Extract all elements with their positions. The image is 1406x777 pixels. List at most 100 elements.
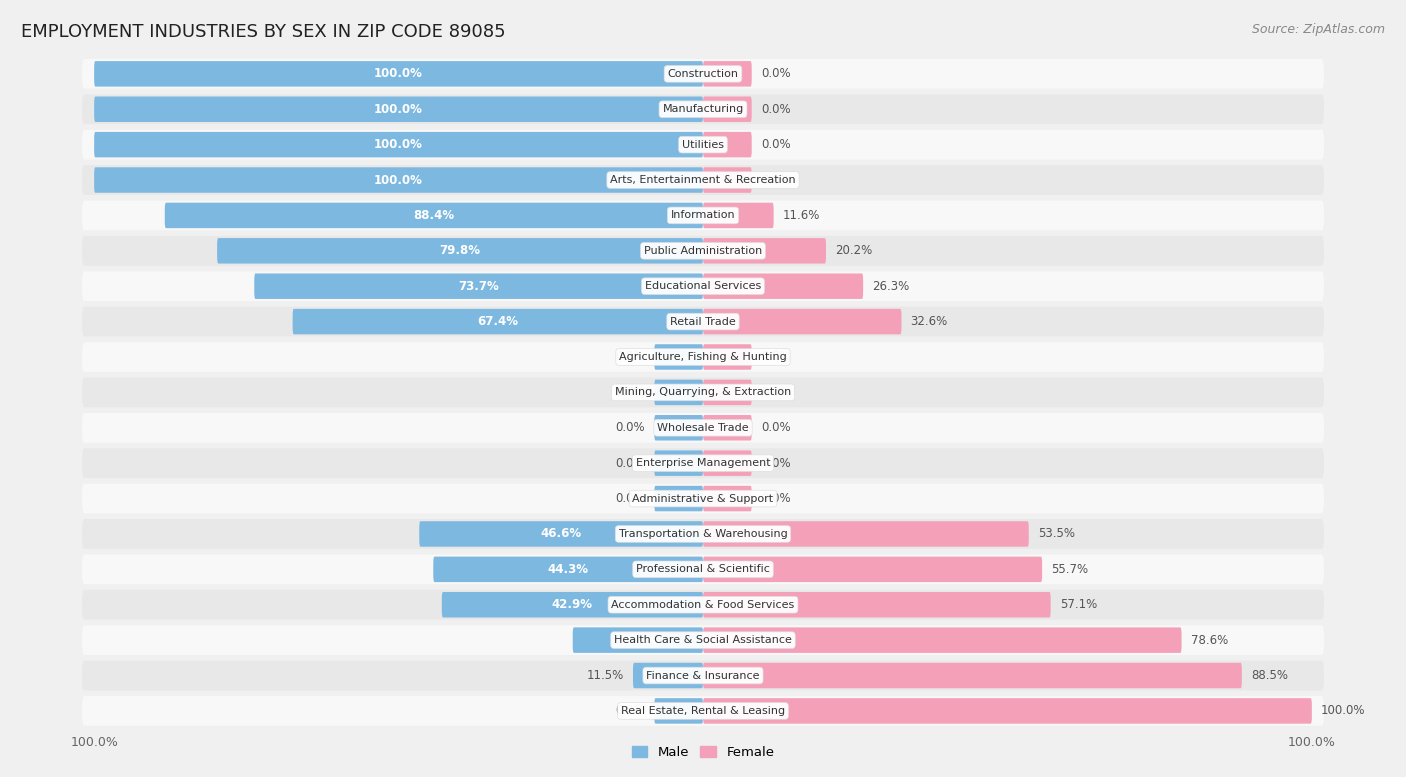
Text: 26.3%: 26.3% — [872, 280, 910, 293]
Text: 100.0%: 100.0% — [374, 173, 423, 186]
FancyBboxPatch shape — [703, 167, 752, 193]
Text: 0.0%: 0.0% — [761, 103, 790, 116]
Text: 100.0%: 100.0% — [374, 103, 423, 116]
Text: 73.7%: 73.7% — [458, 280, 499, 293]
FancyBboxPatch shape — [82, 413, 1324, 443]
FancyBboxPatch shape — [703, 415, 752, 441]
Legend: Male, Female: Male, Female — [626, 740, 780, 765]
Text: 0.0%: 0.0% — [616, 492, 645, 505]
FancyBboxPatch shape — [441, 592, 703, 618]
Text: 0.0%: 0.0% — [616, 421, 645, 434]
Text: Retail Trade: Retail Trade — [671, 316, 735, 326]
FancyBboxPatch shape — [654, 486, 703, 511]
FancyBboxPatch shape — [217, 238, 703, 263]
Text: Wholesale Trade: Wholesale Trade — [657, 423, 749, 433]
Text: 55.7%: 55.7% — [1052, 563, 1088, 576]
FancyBboxPatch shape — [82, 130, 1324, 159]
FancyBboxPatch shape — [82, 236, 1324, 266]
Text: Real Estate, Rental & Leasing: Real Estate, Rental & Leasing — [621, 706, 785, 716]
FancyBboxPatch shape — [82, 94, 1324, 124]
Text: 88.5%: 88.5% — [1251, 669, 1288, 682]
FancyBboxPatch shape — [254, 274, 703, 299]
Text: 44.3%: 44.3% — [548, 563, 589, 576]
Text: Health Care & Social Assistance: Health Care & Social Assistance — [614, 635, 792, 645]
Text: 21.4%: 21.4% — [617, 633, 658, 646]
Text: Mining, Quarrying, & Extraction: Mining, Quarrying, & Extraction — [614, 388, 792, 397]
Text: Arts, Entertainment & Recreation: Arts, Entertainment & Recreation — [610, 175, 796, 185]
Text: 0.0%: 0.0% — [761, 421, 790, 434]
FancyBboxPatch shape — [165, 203, 703, 228]
Text: Manufacturing: Manufacturing — [662, 104, 744, 114]
FancyBboxPatch shape — [703, 203, 773, 228]
FancyBboxPatch shape — [94, 132, 703, 158]
FancyBboxPatch shape — [82, 200, 1324, 230]
Text: 11.5%: 11.5% — [586, 669, 624, 682]
Text: 0.0%: 0.0% — [616, 705, 645, 717]
Text: 42.9%: 42.9% — [553, 598, 593, 611]
Text: Utilities: Utilities — [682, 140, 724, 150]
FancyBboxPatch shape — [703, 521, 1029, 547]
FancyBboxPatch shape — [703, 132, 752, 158]
Text: Information: Information — [671, 211, 735, 221]
FancyBboxPatch shape — [94, 96, 703, 122]
Text: 20.2%: 20.2% — [835, 244, 872, 257]
FancyBboxPatch shape — [703, 556, 1042, 582]
FancyBboxPatch shape — [419, 521, 703, 547]
Text: 0.0%: 0.0% — [616, 386, 645, 399]
FancyBboxPatch shape — [703, 592, 1050, 618]
FancyBboxPatch shape — [82, 271, 1324, 301]
Text: Enterprise Management: Enterprise Management — [636, 458, 770, 469]
FancyBboxPatch shape — [82, 59, 1324, 89]
FancyBboxPatch shape — [654, 699, 703, 723]
FancyBboxPatch shape — [654, 451, 703, 476]
FancyBboxPatch shape — [703, 309, 901, 334]
FancyBboxPatch shape — [703, 627, 1181, 653]
FancyBboxPatch shape — [82, 519, 1324, 549]
Text: 0.0%: 0.0% — [761, 138, 790, 152]
Text: Construction: Construction — [668, 69, 738, 78]
Text: Agriculture, Fishing & Hunting: Agriculture, Fishing & Hunting — [619, 352, 787, 362]
Text: 0.0%: 0.0% — [761, 68, 790, 80]
FancyBboxPatch shape — [703, 380, 752, 405]
FancyBboxPatch shape — [82, 342, 1324, 372]
Text: 88.4%: 88.4% — [413, 209, 454, 222]
FancyBboxPatch shape — [82, 696, 1324, 726]
Text: 0.0%: 0.0% — [616, 350, 645, 364]
Text: Administrative & Support: Administrative & Support — [633, 493, 773, 503]
FancyBboxPatch shape — [82, 660, 1324, 691]
Text: 78.6%: 78.6% — [1191, 633, 1227, 646]
Text: 11.6%: 11.6% — [783, 209, 820, 222]
FancyBboxPatch shape — [703, 61, 752, 86]
FancyBboxPatch shape — [703, 451, 752, 476]
FancyBboxPatch shape — [654, 344, 703, 370]
Text: 46.6%: 46.6% — [540, 528, 582, 541]
FancyBboxPatch shape — [633, 663, 703, 688]
FancyBboxPatch shape — [94, 61, 703, 86]
Text: 79.8%: 79.8% — [440, 244, 481, 257]
Text: 53.5%: 53.5% — [1038, 528, 1074, 541]
Text: 0.0%: 0.0% — [616, 457, 645, 469]
Text: Accommodation & Food Services: Accommodation & Food Services — [612, 600, 794, 610]
FancyBboxPatch shape — [703, 274, 863, 299]
Text: 0.0%: 0.0% — [761, 492, 790, 505]
FancyBboxPatch shape — [82, 448, 1324, 478]
FancyBboxPatch shape — [292, 309, 703, 334]
FancyBboxPatch shape — [82, 555, 1324, 584]
Text: Transportation & Warehousing: Transportation & Warehousing — [619, 529, 787, 539]
Text: Source: ZipAtlas.com: Source: ZipAtlas.com — [1251, 23, 1385, 37]
FancyBboxPatch shape — [703, 238, 825, 263]
FancyBboxPatch shape — [433, 556, 703, 582]
Text: 0.0%: 0.0% — [761, 386, 790, 399]
FancyBboxPatch shape — [703, 699, 1312, 723]
Text: Educational Services: Educational Services — [645, 281, 761, 291]
FancyBboxPatch shape — [82, 590, 1324, 619]
FancyBboxPatch shape — [703, 344, 752, 370]
FancyBboxPatch shape — [703, 486, 752, 511]
FancyBboxPatch shape — [82, 625, 1324, 655]
FancyBboxPatch shape — [82, 307, 1324, 336]
Text: 67.4%: 67.4% — [477, 315, 519, 328]
FancyBboxPatch shape — [82, 484, 1324, 514]
FancyBboxPatch shape — [94, 167, 703, 193]
Text: EMPLOYMENT INDUSTRIES BY SEX IN ZIP CODE 89085: EMPLOYMENT INDUSTRIES BY SEX IN ZIP CODE… — [21, 23, 506, 41]
FancyBboxPatch shape — [82, 378, 1324, 407]
